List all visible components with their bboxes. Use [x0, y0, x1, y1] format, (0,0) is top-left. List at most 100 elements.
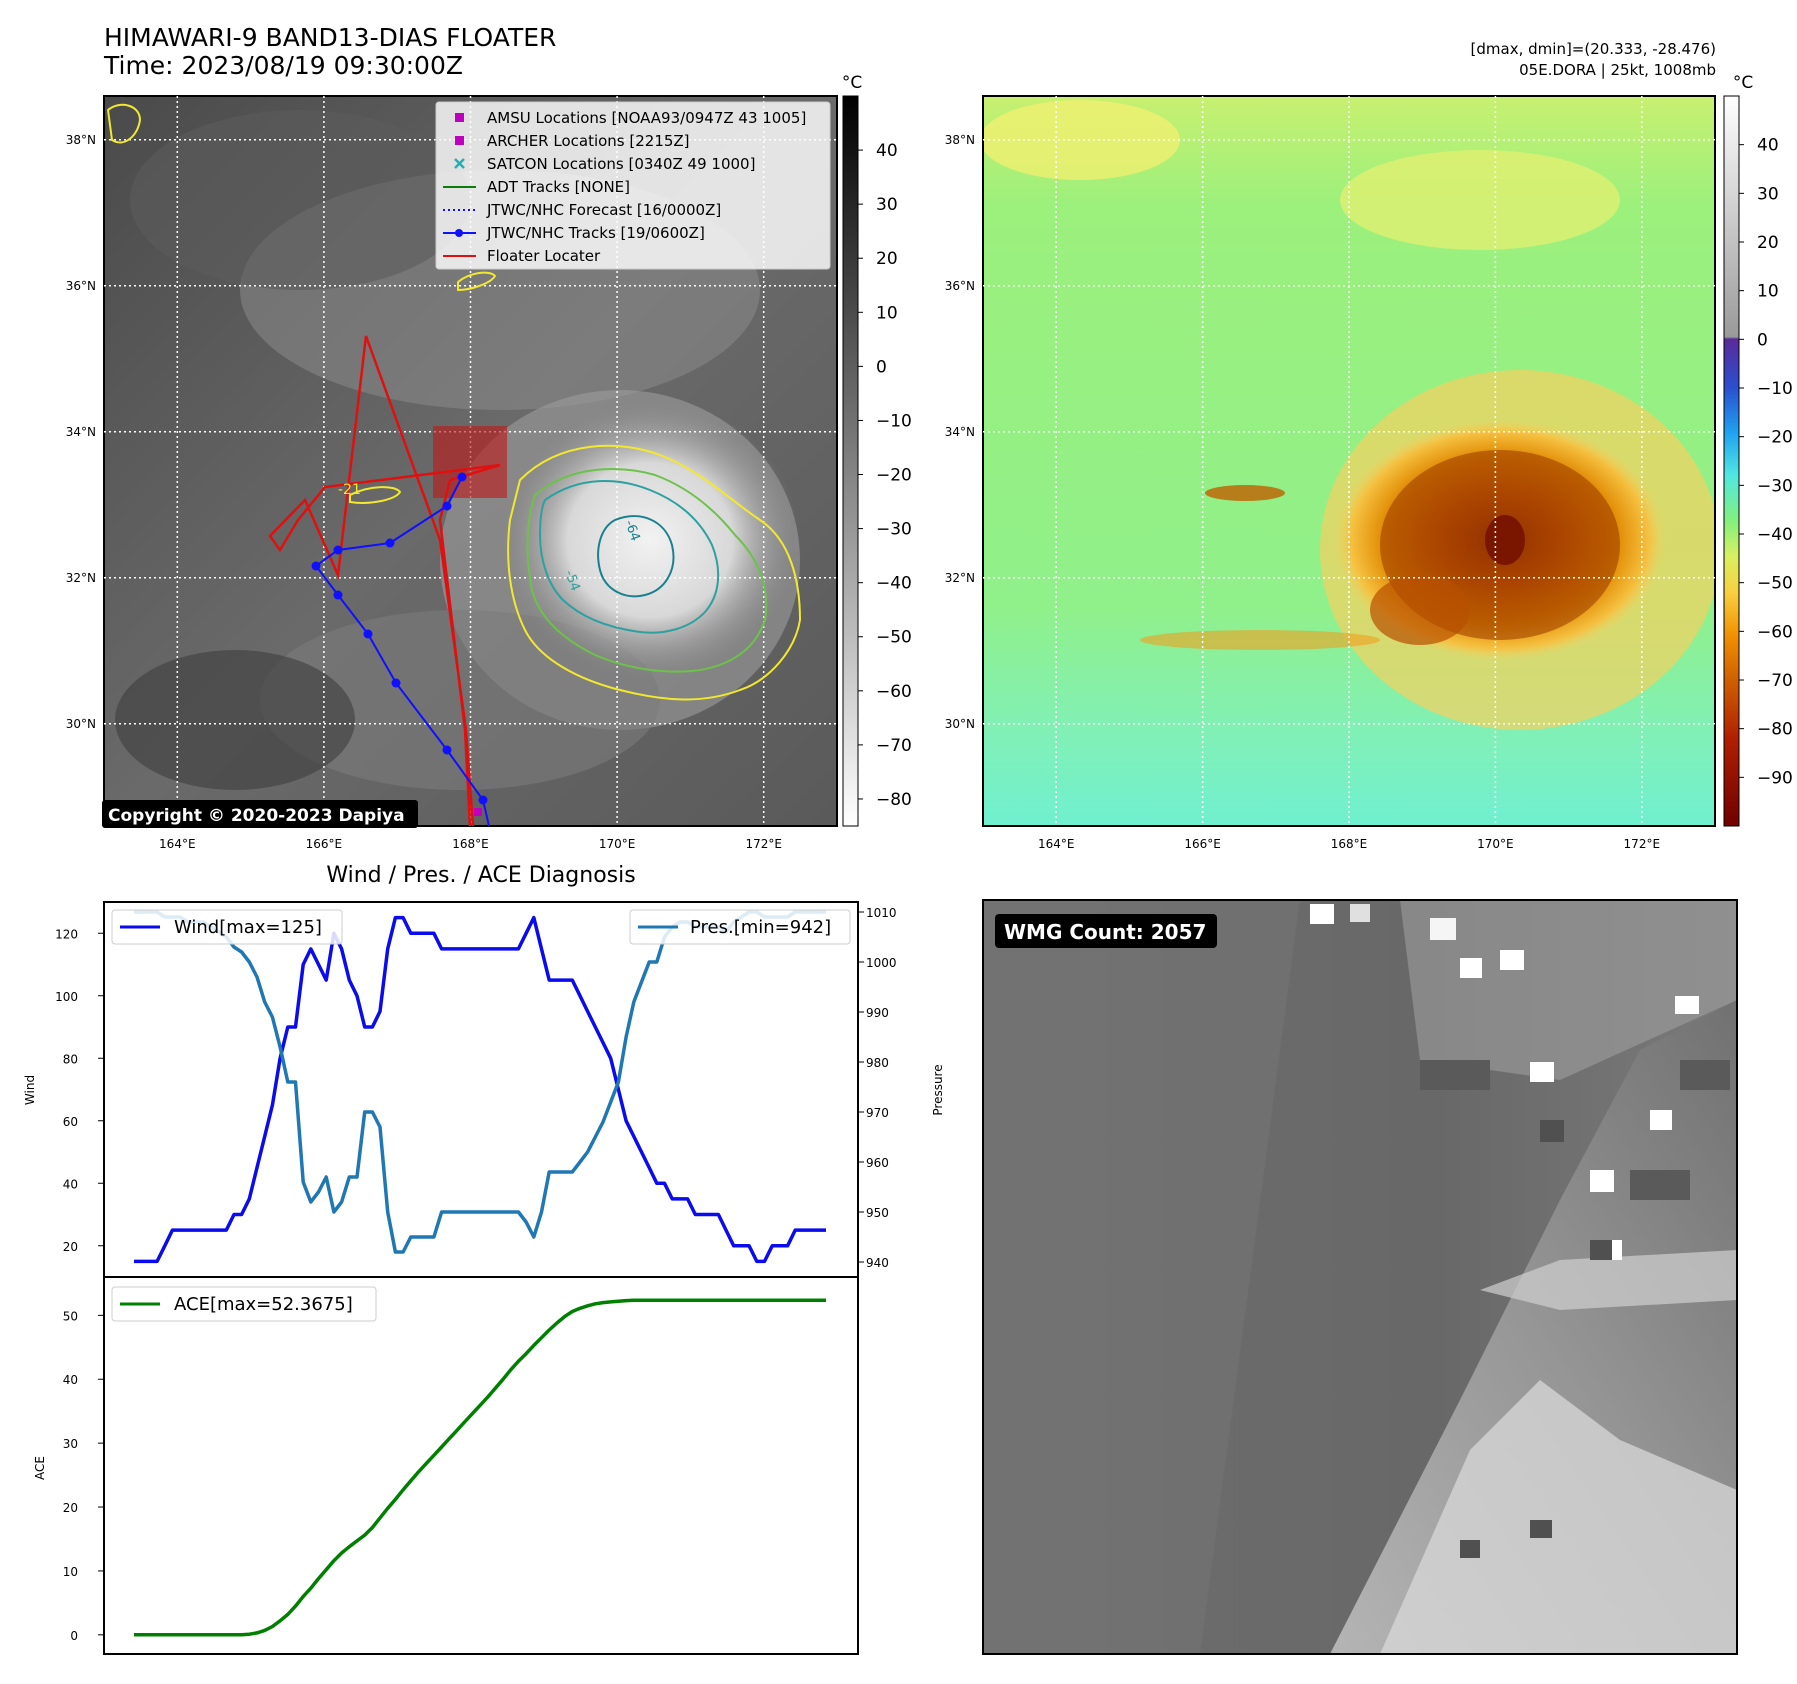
ir-lon-tick: 172°E — [745, 837, 782, 851]
enh-lon-tick: 164°E — [1038, 837, 1075, 851]
ir-legend: AMSU Locations [NOAA93/0947Z 43 1005] ARC… — [435, 101, 831, 270]
jtwc-track-point — [457, 472, 467, 482]
ace-legend: ACE[max=52.3675] — [111, 1286, 377, 1322]
ir-lat-ticks: 38°N 36°N 34°N 32°N 30°N — [66, 133, 96, 731]
wmg-image — [983, 900, 1737, 1654]
ir-lon-tick: 166°E — [306, 837, 343, 851]
ace-series-line — [134, 1298, 826, 1637]
legend-square-marker — [455, 113, 464, 122]
colorbar-tick-label: 10 — [1757, 282, 1779, 302]
wmg-pixel-block — [1310, 904, 1334, 924]
jtwc-track-point — [391, 678, 401, 688]
contour-yellow — [507, 444, 802, 701]
enh-lon-tick: 170°E — [1477, 837, 1514, 851]
ace-tick-label: 0 — [70, 1629, 78, 1643]
enh-lat-tick: 34°N — [945, 425, 975, 439]
wind-tick-label: 40 — [63, 1177, 78, 1191]
cloud-patch-west — [349, 486, 402, 504]
ir-lon-tick: 168°E — [452, 837, 489, 851]
ir-colorbar: °C 40 30 20 10 0 −10 −20 −30 −40 −50 −60 −70 −80 — [842, 73, 912, 827]
pressure-tick-label: 950 — [866, 1206, 889, 1220]
wmg-pixel-block — [1675, 996, 1699, 1014]
pressure-tick-label: 990 — [866, 1006, 889, 1020]
pressure-tick-label: 980 — [866, 1056, 889, 1070]
ir-lat-tick: 34°N — [66, 425, 96, 439]
ace-tick-label: 50 — [63, 1309, 78, 1323]
colorbar-tick-label: −60 — [876, 682, 912, 702]
wmg-pixel-block — [1430, 918, 1456, 940]
floater-box — [433, 426, 507, 498]
copyright-badge: Copyright © 2020-2023 Dapiya — [102, 800, 418, 828]
colorbar-tick-label: −70 — [876, 736, 912, 756]
enh-lon-tick: 172°E — [1624, 837, 1661, 851]
ir-lon-tick: 170°E — [599, 837, 636, 851]
contour-label-3: -54 — [561, 568, 582, 593]
ir-lat-tick: 32°N — [66, 571, 96, 585]
archer-marker — [474, 808, 482, 816]
ir-lat-tick: 30°N — [66, 717, 96, 731]
ace-tick-label: 30 — [63, 1437, 78, 1451]
jtwc-track-point — [478, 795, 488, 805]
wmg-pixel-block — [1350, 904, 1370, 922]
colorbar-tick-label: 20 — [876, 249, 898, 269]
enh-lat-tick: 32°N — [945, 571, 975, 585]
enh-colorbar: °C 40 30 20 10 0 −10 −20 −30 −40 −50 −60 −70 −80 −90 — [1723, 73, 1793, 827]
wind-legend: Wind[max=125] — [111, 909, 343, 945]
wmg-pixel-block — [1540, 1120, 1564, 1142]
colorbar-tick-label: −20 — [876, 466, 912, 486]
copyright-text: Copyright © 2020-2023 Dapiya — [108, 806, 405, 826]
colorbar-tick-label: 0 — [876, 357, 887, 377]
ir-panel: -21 -64 -54 AMSU Locations [NOAA93/0947Z… — [66, 95, 838, 851]
contour-label-2: -64 — [621, 518, 642, 543]
wind-tick-label: 60 — [63, 1115, 78, 1129]
colorbar-tick-label: −30 — [876, 520, 912, 540]
ace-legend-label: ACE[max=52.3675] — [174, 1294, 353, 1315]
wmg-pixel-block — [1530, 1520, 1552, 1538]
legend-x-marker — [454, 158, 465, 169]
ace-axis-label: ACE — [33, 1456, 47, 1480]
pressure-tick-label: 970 — [866, 1106, 889, 1120]
wmg-pixel-block — [1500, 950, 1524, 970]
enh-image — [983, 96, 1715, 826]
jtwc-track-point — [333, 590, 343, 600]
info-storm: 05E.DORA | 25kt, 1008mb — [1519, 61, 1716, 79]
ace-tick-label: 20 — [63, 1501, 78, 1515]
ace-line — [134, 1298, 826, 1637]
enh-lat-ticks: 38°N 36°N 34°N 32°N 30°N — [945, 133, 975, 731]
legend-item: JTWC/NHC Tracks [19/0600Z] — [443, 224, 705, 242]
ir-lon-ticks: 164°E 166°E 168°E 170°E 172°E — [159, 837, 782, 851]
ir-colorbar-unit: °C — [842, 73, 862, 93]
ir-lat-tick: 38°N — [66, 133, 96, 147]
diag-title: Wind / Pres. / ACE Diagnosis — [326, 863, 635, 888]
enh-lon-tick: 168°E — [1331, 837, 1368, 851]
ir-lon-tick: 164°E — [159, 837, 196, 851]
jtwc-track-point — [311, 561, 321, 571]
wind-series-line — [134, 915, 826, 1264]
pressure-legend-label: Pres.[min=942] — [690, 917, 831, 938]
wmg-pixel-block — [1590, 1170, 1614, 1192]
legend-item: SATCON Locations [0340Z 49 1000] — [454, 155, 755, 173]
ace-tick-label: 40 — [63, 1373, 78, 1387]
ace-tick-label: 10 — [63, 1565, 78, 1579]
pressure-tick-label: 960 — [866, 1156, 889, 1170]
colorbar-tick-label: −60 — [1757, 622, 1793, 642]
pressure-axis-label: Pressure — [931, 1064, 945, 1115]
wmg-count-badge: WMG Count: 2057 — [995, 914, 1217, 948]
legend-square-marker — [455, 136, 464, 145]
pressure-tick-label: 1010 — [866, 906, 897, 920]
wmg-pixel-block — [1530, 1062, 1554, 1082]
enh-colorbar-unit: °C — [1733, 73, 1753, 93]
wmg-count-text: WMG Count: 2057 — [1004, 920, 1206, 944]
pressure-legend: Pres.[min=942] — [629, 909, 851, 945]
colorbar-tick-label: 0 — [1757, 330, 1768, 350]
legend-label: ARCHER Locations [2215Z] — [487, 132, 690, 150]
wmg-pixel-block — [1590, 1240, 1612, 1260]
ir-lat-tick: 36°N — [66, 279, 96, 293]
colorbar-tick-label: 30 — [876, 195, 898, 215]
cloud-patch-nw — [106, 103, 142, 144]
colorbar-tick-label: −10 — [876, 411, 912, 431]
legend-item: Floater Locater — [443, 247, 601, 265]
colorbar-tick-label: −70 — [1757, 671, 1793, 691]
jtwc-track-point — [363, 629, 373, 639]
contour-label-1: -21 — [338, 482, 361, 498]
